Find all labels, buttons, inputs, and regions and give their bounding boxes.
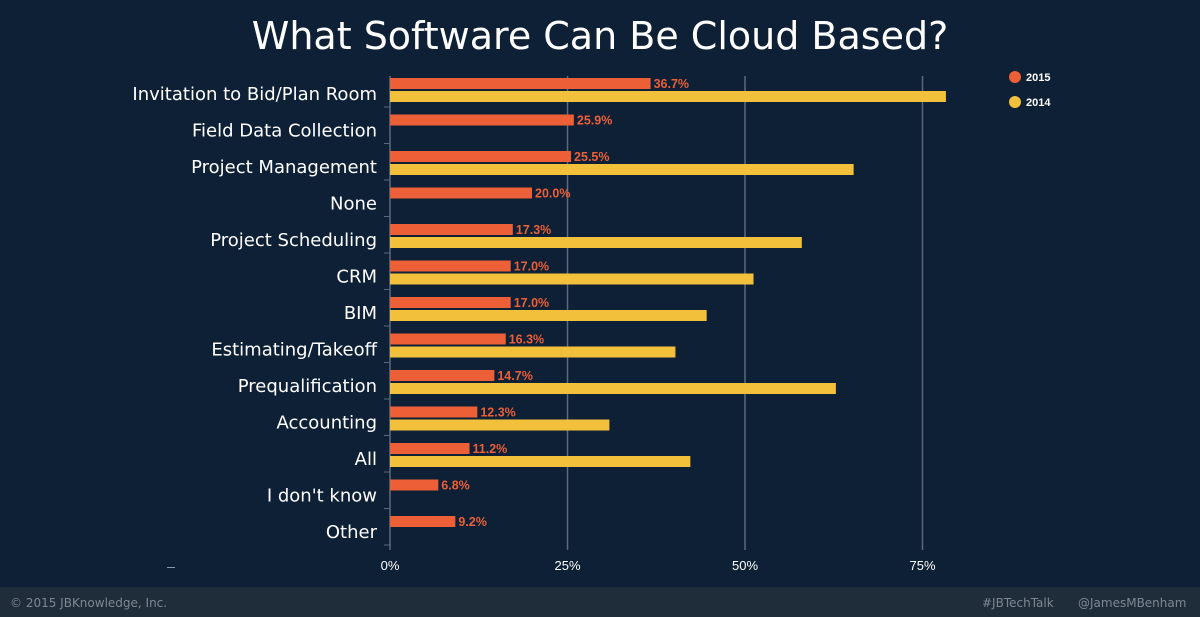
bar-2014 bbox=[390, 383, 836, 394]
value-labels: 36.7% 25.9% 25.5% 20.0% 17.3% 17.0% 17.0% 16.3%… bbox=[441, 77, 689, 529]
category-label: Estimating/Takeoff bbox=[211, 340, 377, 361]
legend-label-2014: 2014 bbox=[1026, 97, 1051, 109]
data-label-2015: 17.0% bbox=[514, 260, 549, 274]
category-label: Field Data Collection bbox=[192, 121, 377, 142]
legend-swatch-2014 bbox=[1009, 96, 1021, 108]
data-label-2015: 9.2% bbox=[458, 515, 487, 529]
x-tick-label: 0% bbox=[381, 558, 400, 573]
legend-swatch-2015 bbox=[1009, 71, 1021, 83]
bar-2014 bbox=[390, 273, 754, 285]
bar-2014 bbox=[390, 456, 691, 467]
bar-2015 bbox=[390, 187, 532, 199]
x-tick-label: 25% bbox=[554, 558, 580, 573]
footer-copyright: © 2015 JBKnowledge, Inc. bbox=[10, 596, 168, 610]
data-label-2015: 6.8% bbox=[441, 479, 470, 493]
legend-label-2015: 2015 bbox=[1026, 72, 1050, 84]
data-label-2015: 17.0% bbox=[514, 296, 549, 310]
chart-title: What Software Can Be Cloud Based? bbox=[251, 14, 949, 58]
x-tick-label: 50% bbox=[732, 558, 758, 573]
data-label-2015: 14.7% bbox=[497, 369, 532, 383]
x-tick-label: 75% bbox=[909, 558, 935, 573]
category-label: BIM bbox=[344, 303, 377, 324]
data-label-2015: 16.3% bbox=[509, 333, 544, 347]
data-label-2015: 25.9% bbox=[577, 114, 612, 128]
bar-2014 bbox=[390, 310, 707, 321]
bar-2015 bbox=[390, 224, 513, 235]
category-label: Project Management bbox=[191, 157, 377, 178]
data-label-2015: 20.0% bbox=[535, 187, 570, 201]
category-label: CRM bbox=[336, 267, 377, 288]
data-label-2015: 36.7% bbox=[654, 77, 689, 91]
category-label: Prequalification bbox=[238, 376, 377, 397]
bar-2014 bbox=[390, 164, 854, 175]
data-label-2015: 25.5% bbox=[574, 150, 609, 164]
bar-2015 bbox=[390, 443, 470, 454]
legend: 2015 2014 bbox=[1009, 71, 1051, 109]
category-label: Accounting bbox=[276, 413, 377, 434]
category-labels: Invitation to Bid/Plan Room Field Data Co… bbox=[132, 84, 377, 543]
bar-2014 bbox=[390, 419, 610, 431]
bar-2014 bbox=[390, 91, 946, 102]
bar-2015 bbox=[390, 370, 495, 381]
category-label: Other bbox=[326, 522, 378, 543]
bar-2015 bbox=[390, 479, 439, 491]
category-label: All bbox=[355, 449, 377, 470]
bar-2015 bbox=[390, 260, 511, 272]
bar-2015 bbox=[390, 333, 506, 345]
bar-2015 bbox=[390, 114, 574, 126]
footer-hashtag: #JBTechTalk bbox=[982, 596, 1054, 610]
footer-handle: @JamesMBenham bbox=[1078, 596, 1187, 610]
bar-2015 bbox=[390, 78, 651, 89]
bar-2014 bbox=[390, 237, 802, 248]
data-label-2015: 17.3% bbox=[516, 223, 551, 237]
bars bbox=[390, 78, 946, 527]
footer: © 2015 JBKnowledge, Inc. #JBTechTalk @Ja… bbox=[0, 587, 1200, 617]
category-label: None bbox=[330, 194, 377, 215]
bar-2015 bbox=[390, 406, 478, 418]
bar-chart: Invitation to Bid/Plan Room Field Data Co… bbox=[132, 71, 1051, 573]
bar-2014 bbox=[390, 346, 676, 358]
x-axis-ticks: 0% 25% 50% 75% bbox=[381, 558, 936, 573]
bar-2015 bbox=[390, 516, 456, 527]
data-label-2015: 11.2% bbox=[473, 442, 508, 456]
axis-mark bbox=[167, 567, 175, 568]
category-label: I don't know bbox=[267, 486, 377, 507]
category-label: Project Scheduling bbox=[210, 230, 377, 251]
bar-2015 bbox=[390, 297, 511, 308]
bar-2015 bbox=[390, 151, 572, 162]
data-label-2015: 12.3% bbox=[480, 406, 515, 420]
category-label: Invitation to Bid/Plan Room bbox=[132, 84, 377, 105]
